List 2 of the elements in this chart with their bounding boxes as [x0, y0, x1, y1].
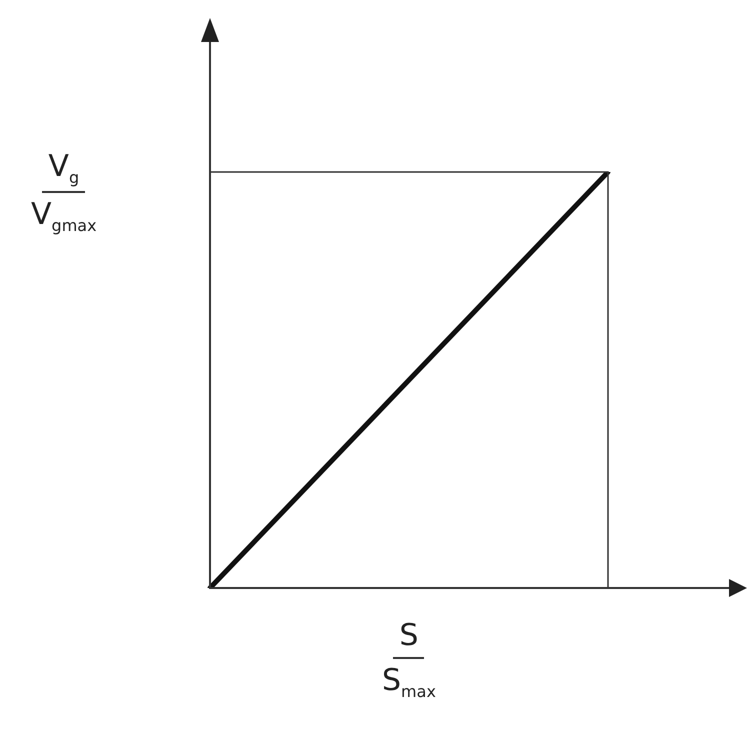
- x-axis-title: S S$_{max}$: [381, 618, 437, 701]
- text: V$_{g}$ V$_{gmax}$: [31, 149, 97, 235]
